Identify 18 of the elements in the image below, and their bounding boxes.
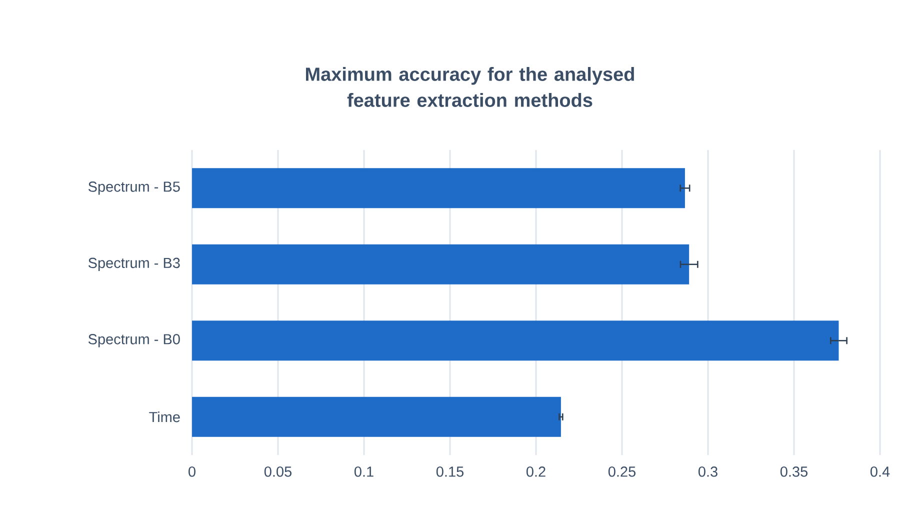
y-tick-label: Spectrum - B3 [88,258,180,271]
bar [192,168,685,208]
x-tick-label: 0.25 [608,466,636,477]
y-tick-label: Spectrum - B5 [88,182,180,195]
x-tick-label: 0.4 [870,466,890,477]
x-tick-label: 0.05 [264,466,292,477]
y-tick-label: Time [149,412,180,422]
x-tick-label: 0.2 [526,466,546,477]
x-tick-label: 0.15 [436,466,464,477]
bar [192,396,561,437]
bar [192,244,690,284]
x-tick-label: 0.1 [354,466,374,477]
x-tick-label: 0 [188,466,196,477]
bar [192,320,839,361]
y-tick-label: Spectrum - B0 [88,334,180,348]
x-tick-label: 0.35 [780,466,808,477]
x-tick-label: 0.3 [698,466,718,477]
chart-title: Maximum accuracy for the analysed feature extraction methods [306,67,634,107]
